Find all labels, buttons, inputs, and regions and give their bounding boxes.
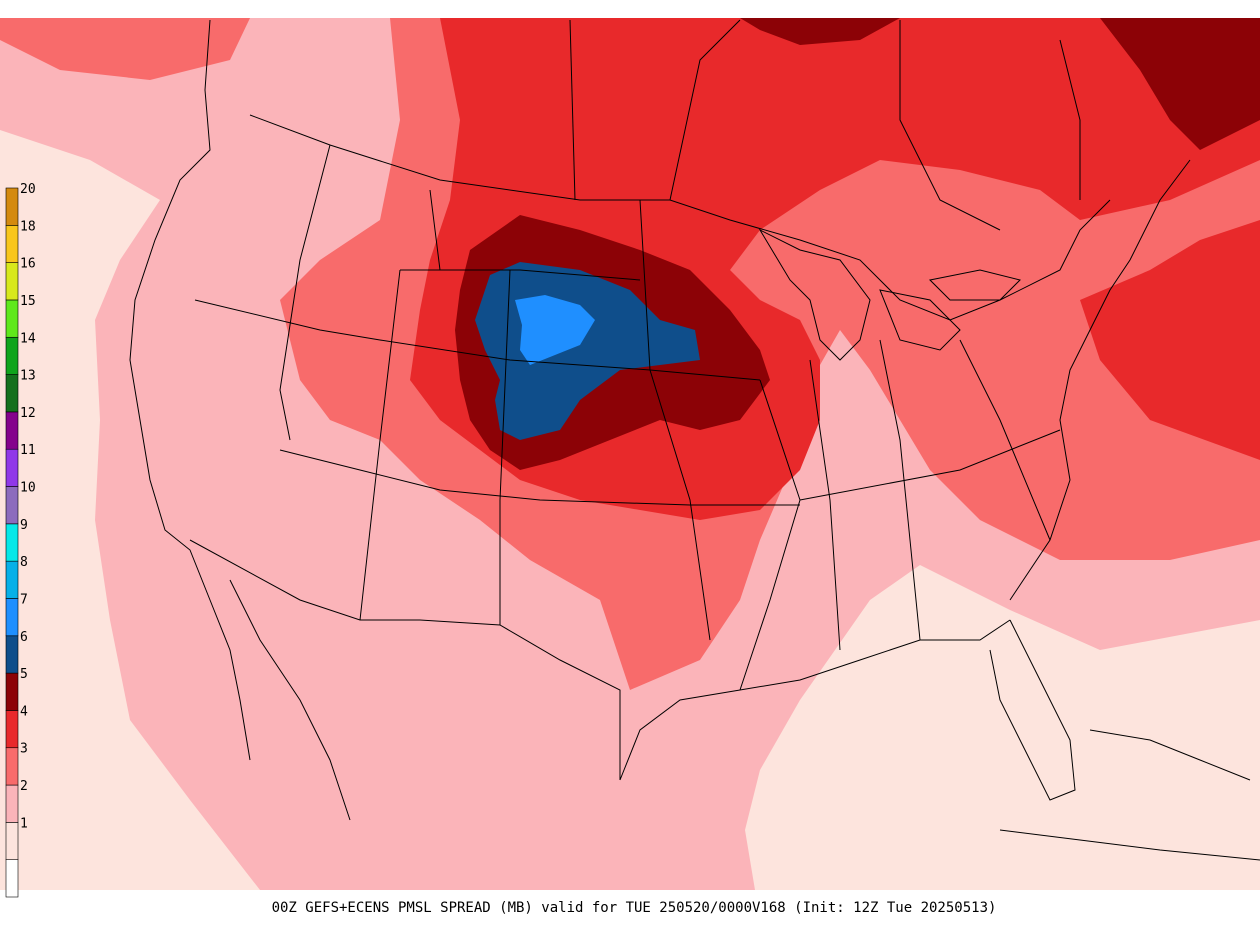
colorbar-tick-label: 2 xyxy=(20,779,28,794)
colorbar-tick-label: 15 xyxy=(20,294,36,309)
colorbar-tick-label: 9 xyxy=(20,518,28,533)
colorbar-swatch xyxy=(5,225,19,263)
colorbar-swatch xyxy=(5,486,19,525)
colorbar-tick-label: 4 xyxy=(20,704,28,719)
colorbar-tick-label: 13 xyxy=(20,369,36,384)
colorbar-swatch xyxy=(5,299,19,338)
colorbar-swatch xyxy=(5,336,19,375)
colorbar-swatch xyxy=(5,598,19,637)
colorbar-swatch xyxy=(5,822,19,860)
colorbar-swatch xyxy=(5,784,19,823)
colorbar-swatch xyxy=(5,560,19,599)
colorbar-swatch xyxy=(5,187,19,226)
colorbar-tick-label: 20 xyxy=(20,182,36,197)
colorbar-swatch xyxy=(5,747,19,786)
colorbar-swatch xyxy=(5,710,19,749)
colorbar-swatch xyxy=(5,374,19,413)
map-panel xyxy=(0,18,1260,890)
colorbar-swatch xyxy=(5,859,19,898)
colorbar-tick-label: 16 xyxy=(20,257,36,272)
colorbar-tick-label: 14 xyxy=(20,331,36,346)
colorbar-swatch xyxy=(5,672,19,711)
colorbar-tick-label: 1 xyxy=(20,816,28,831)
map-caption: 00Z GEFS+ECENS PMSL SPREAD (MB) valid fo… xyxy=(272,900,997,916)
colorbar-tick-label: 11 xyxy=(20,443,36,458)
political-boundaries xyxy=(129,19,1260,861)
colorbar-tick-label: 3 xyxy=(20,742,28,757)
colorbar-tick-label: 7 xyxy=(20,592,28,607)
colorbar-tick-label: 8 xyxy=(20,555,28,570)
colorbar-tick-label: 12 xyxy=(20,406,36,421)
spread-fill-7 xyxy=(515,295,595,365)
colorbar-tick-label: 18 xyxy=(20,219,36,234)
colorbar-swatch xyxy=(5,448,19,487)
colorbar-swatch xyxy=(5,411,19,450)
colorbar-swatch xyxy=(5,262,19,301)
colorbar-tick-label: 10 xyxy=(20,481,36,496)
colorbar-tick-label: 6 xyxy=(20,630,28,645)
colorbar-swatch xyxy=(5,635,19,674)
colorbar-swatch xyxy=(5,523,19,562)
colorbar-tick-label: 5 xyxy=(20,667,28,682)
